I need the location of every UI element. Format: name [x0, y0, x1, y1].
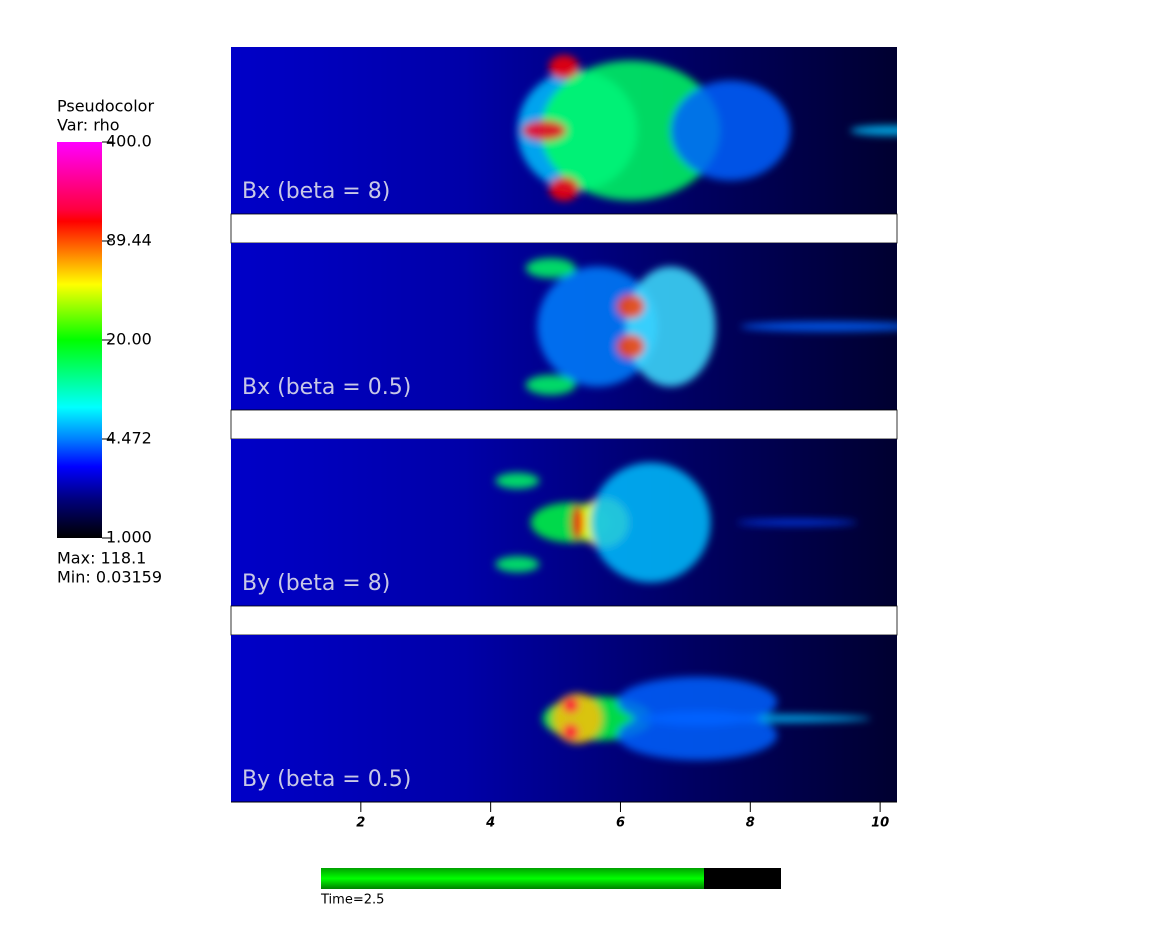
- time-label: Time=2.5: [320, 893, 384, 908]
- panel-gap: [230, 213, 898, 244]
- panels: Bx (beta = 8) Bx (beta = 0.5) By (beta = 8…: [230, 47, 898, 802]
- time-slider-fill: [321, 868, 704, 889]
- x-tick-label: 6: [616, 816, 625, 831]
- panel-label: By (beta = 8): [242, 571, 390, 596]
- panel-features: [495, 462, 858, 583]
- density-feature: [495, 472, 540, 489]
- density-feature: [562, 723, 579, 740]
- density-feature: [540, 60, 721, 201]
- colorbar-tick-label: 4.472: [106, 429, 152, 448]
- density-feature: [571, 504, 584, 541]
- density-feature: [616, 334, 645, 359]
- panel-features: [525, 258, 897, 395]
- density-feature: [617, 710, 778, 761]
- density-feature: [495, 556, 540, 573]
- density-feature: [625, 266, 716, 387]
- density-feature: [522, 120, 567, 141]
- panel-label: By (beta = 0.5): [242, 767, 411, 792]
- panel-features: [542, 676, 871, 761]
- colorbar-tick-label: 1.000: [106, 528, 152, 547]
- legend-title: Pseudocolor: [57, 97, 154, 116]
- density-feature: [549, 176, 579, 201]
- density-feature: [562, 697, 579, 714]
- max-label: Max: 118.1: [57, 549, 146, 568]
- density-feature: [549, 55, 579, 80]
- density-feature: [525, 374, 576, 395]
- min-label: Min: 0.03159: [57, 568, 162, 587]
- density-feature: [525, 258, 576, 279]
- density-feature: [670, 80, 791, 181]
- density-feature: [590, 462, 711, 583]
- panel-gap: [230, 409, 898, 440]
- density-feature: [616, 294, 645, 319]
- colorbar: [57, 142, 102, 538]
- colorbar-tick-label: 20.00: [106, 330, 152, 349]
- x-tick-label: 4: [485, 816, 495, 831]
- colorbar-tick-label: 89.44: [106, 231, 152, 250]
- density-feature: [850, 125, 897, 136]
- x-tick-label: 8: [746, 816, 755, 831]
- x-tick-label: 10: [871, 816, 889, 831]
- panel-gap: [230, 605, 898, 636]
- panel-label: Bx (beta = 0.5): [242, 375, 411, 400]
- density-feature: [737, 519, 858, 526]
- legend-subtitle: Var: rho: [57, 116, 120, 135]
- density-feature: [740, 321, 897, 332]
- panel-features: [517, 55, 897, 201]
- panel-label: Bx (beta = 8): [242, 179, 390, 204]
- colorbar-tick-label: 400.0: [106, 132, 152, 151]
- x-tick-label: 2: [356, 816, 365, 831]
